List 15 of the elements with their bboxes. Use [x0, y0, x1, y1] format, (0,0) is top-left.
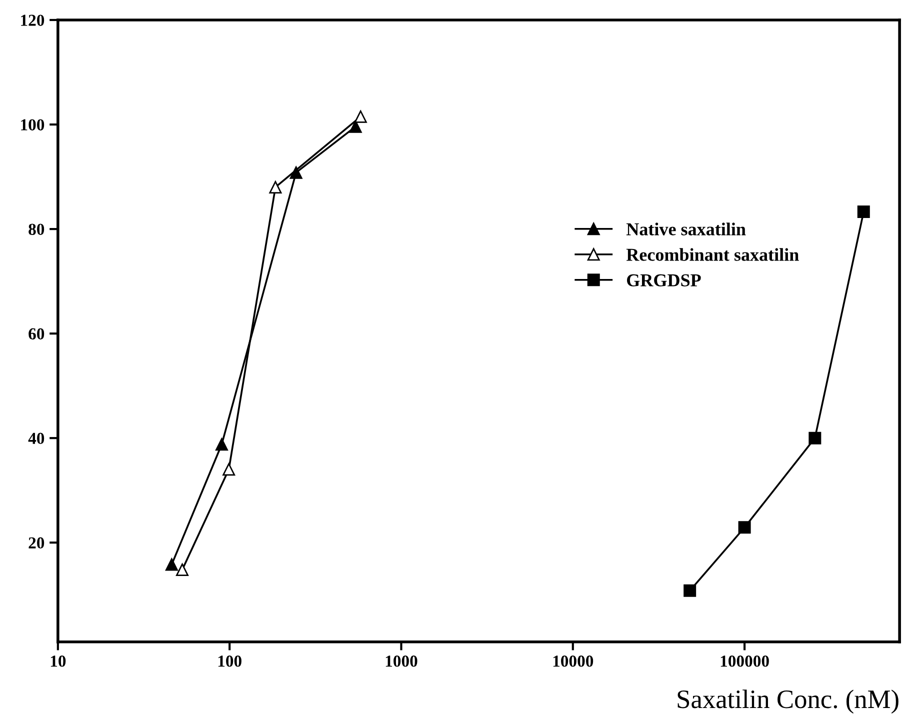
legend-label: Native saxatilin	[626, 222, 746, 236]
x-tick-label: 1000	[386, 656, 418, 667]
y-tick-label: 120	[21, 14, 44, 26]
x-tick-label: 10000	[553, 656, 594, 667]
y-tick-label: 60	[28, 328, 44, 340]
y-tick-label: 100	[21, 119, 44, 130]
x-tick-label: 100	[218, 656, 242, 667]
legend-label: Recombinant saxatilin	[626, 248, 799, 261]
x-tick-label: 100000	[720, 656, 769, 667]
y-tick-label: 20	[28, 537, 44, 549]
y-tick-label: 40	[28, 432, 44, 444]
x-axis-title: Saxatilin Conc. (nM)	[678, 690, 898, 714]
legend-label: GRGDSP	[627, 274, 701, 286]
y-tick-label: 80	[28, 224, 44, 235]
x-tick-label: 10	[50, 656, 66, 667]
